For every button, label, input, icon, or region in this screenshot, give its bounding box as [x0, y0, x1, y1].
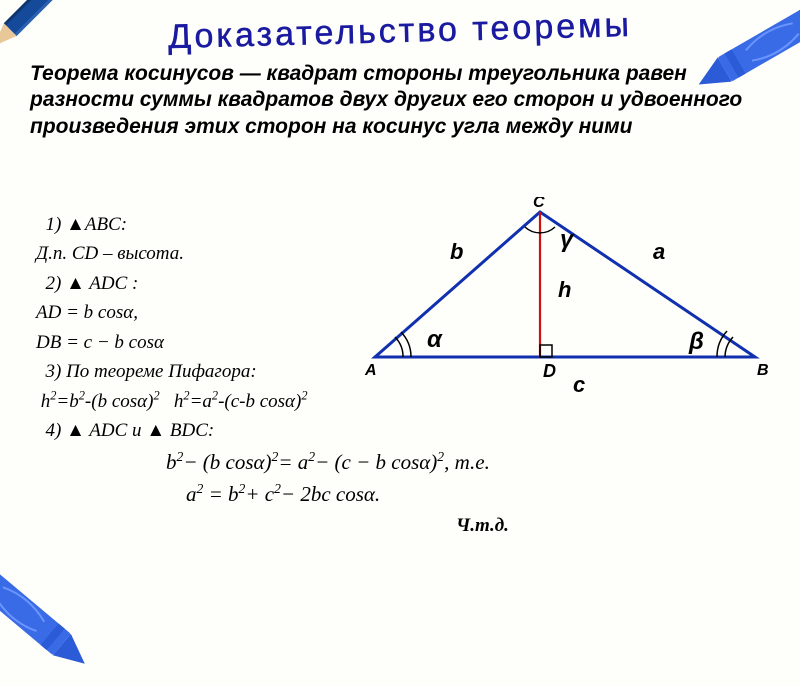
side-c-label: c	[573, 372, 585, 397]
theorem-statement: Теорема косинусов — квадрат стороны треу…	[30, 61, 770, 140]
altitude-h-label: h	[558, 277, 571, 302]
angle-alpha-label: α	[427, 326, 443, 353]
proof-main-equation: b2− (b cosα)2= a2− (c − b cosα)2, т.е.	[166, 446, 509, 479]
side-a-label: a	[653, 239, 665, 264]
qed: Ч.т.д.	[456, 511, 509, 540]
proof-final-equation: a2 = b2+ c2− 2bc cosα.	[186, 478, 509, 511]
vertex-a-label: A	[364, 362, 377, 379]
proof-step-4: 4) ▲ ADС и ▲ BDС:	[36, 416, 509, 445]
vertex-b-label: B	[757, 362, 769, 379]
slide-title: Доказательство теоремы	[0, 2, 800, 62]
right-angle-marker	[540, 345, 552, 357]
triangle-figure: A B C D b a c h α β γ	[355, 197, 775, 397]
crayon-decoration-bl	[0, 558, 105, 685]
angle-beta-label: β	[688, 328, 704, 355]
side-b-label: b	[450, 239, 463, 264]
vertex-c-label: C	[533, 197, 545, 211]
angle-gamma-label: γ	[560, 226, 575, 253]
vertex-d-label: D	[543, 361, 556, 381]
